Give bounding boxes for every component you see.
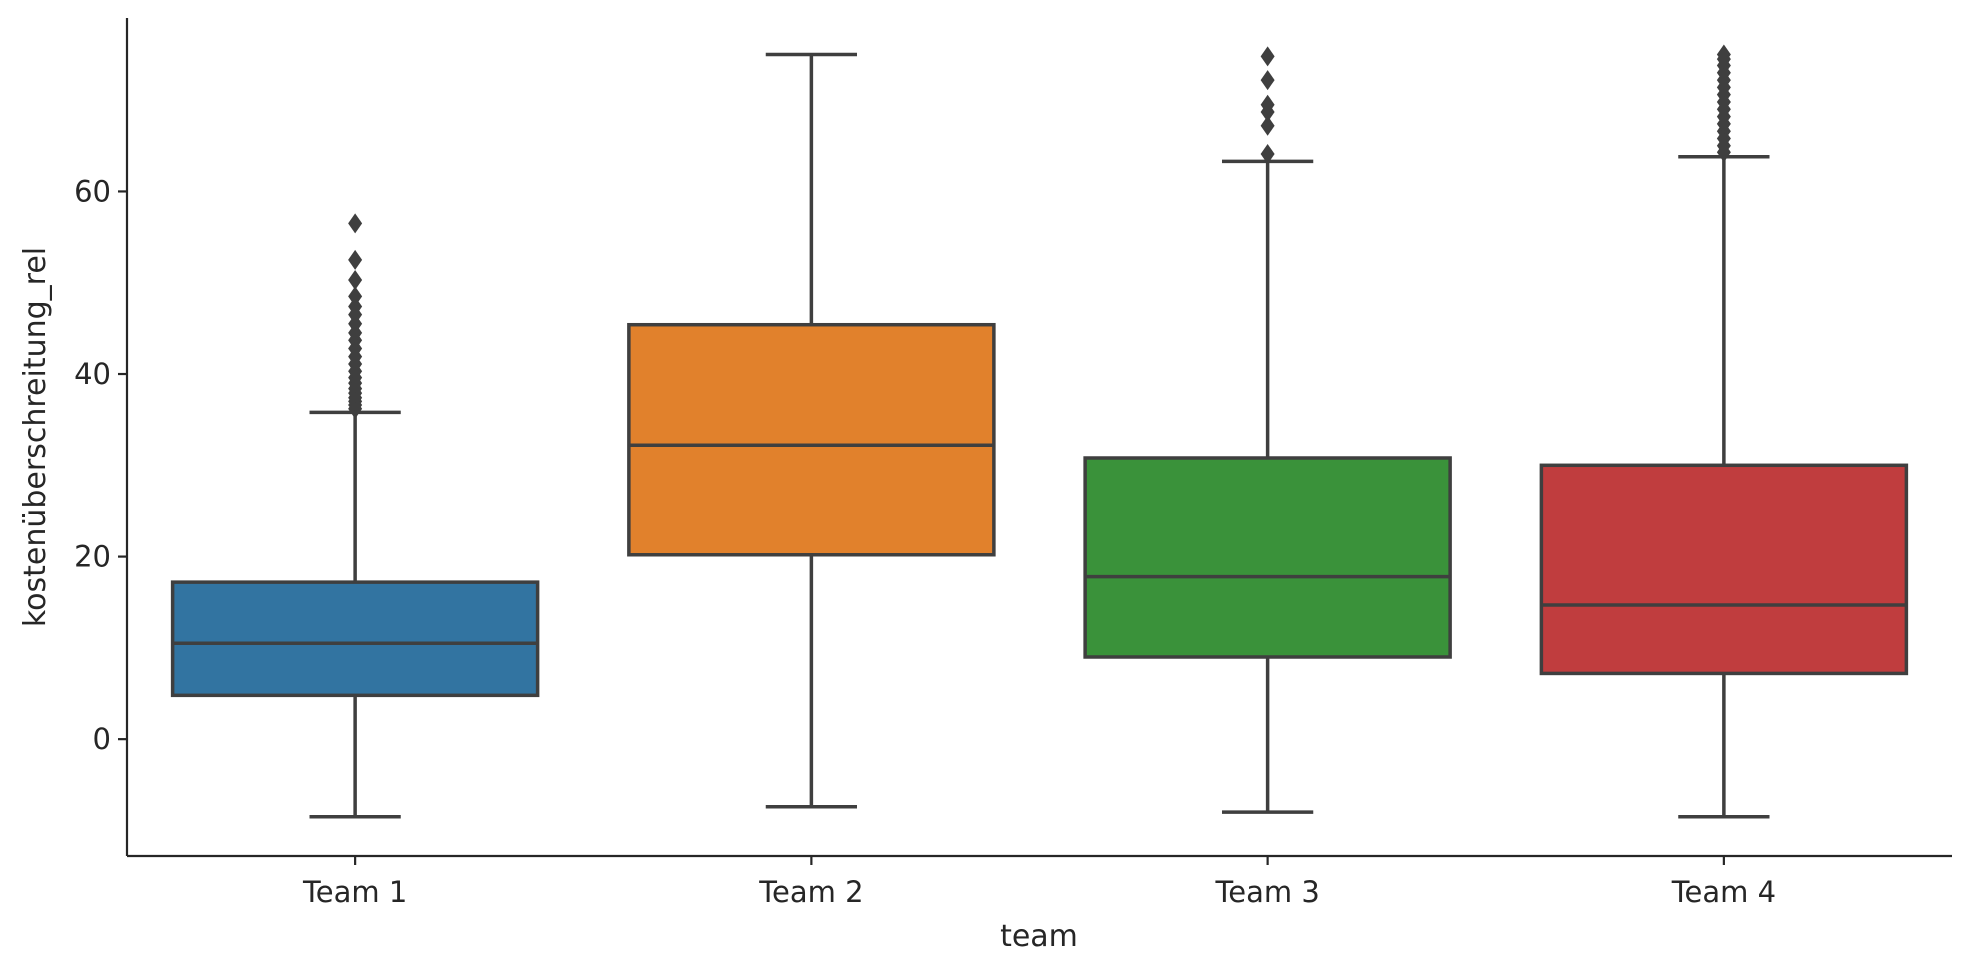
box-team-1	[170, 580, 540, 698]
x-tick-label: Team 3	[1214, 875, 1319, 909]
outlier-point-team-1	[348, 269, 363, 290]
outlier-point-team-1	[348, 213, 363, 234]
outlier-point-team-3	[1260, 144, 1275, 165]
outlier-point-team-1	[348, 249, 363, 270]
x-tick-label: Team 1	[302, 875, 407, 909]
x-tick-label: Team 4	[1671, 875, 1776, 909]
outlier-point-team-1	[348, 296, 363, 317]
box-group-team-3	[1083, 46, 1452, 814]
outlier-point-team-3	[1260, 46, 1275, 67]
x-ticks: Team 1 Team 2 Team 3 Team 4	[302, 856, 1776, 909]
axes-layer	[125, 18, 1952, 858]
outlier-point-team-3	[1260, 94, 1275, 115]
outlier-point-team-1	[348, 286, 363, 307]
y-tick-label: 20	[74, 540, 111, 574]
outlier-point-team-3	[1260, 70, 1275, 91]
y-tick-label: 40	[74, 357, 111, 391]
outlier-point-team-3	[1260, 115, 1275, 136]
box-team-2	[627, 322, 996, 557]
y-tick-label: 0	[93, 722, 111, 756]
box-team-3	[1083, 456, 1452, 659]
y-tick-label: 60	[74, 174, 111, 208]
y-axis-label: kostenüberschreitung_rel	[18, 247, 53, 627]
outlier-point-team-4	[1716, 44, 1731, 65]
box-group-team-1	[170, 213, 540, 819]
box-team-4	[1539, 463, 1909, 676]
boxes-layer	[170, 44, 1909, 819]
box-group-team-2	[627, 52, 996, 809]
x-axis-label: team	[1000, 919, 1078, 954]
x-tick-label: Team 2	[758, 875, 863, 909]
y-ticks: 0 20 40 60	[74, 174, 127, 756]
box-group-team-4	[1539, 44, 1909, 819]
